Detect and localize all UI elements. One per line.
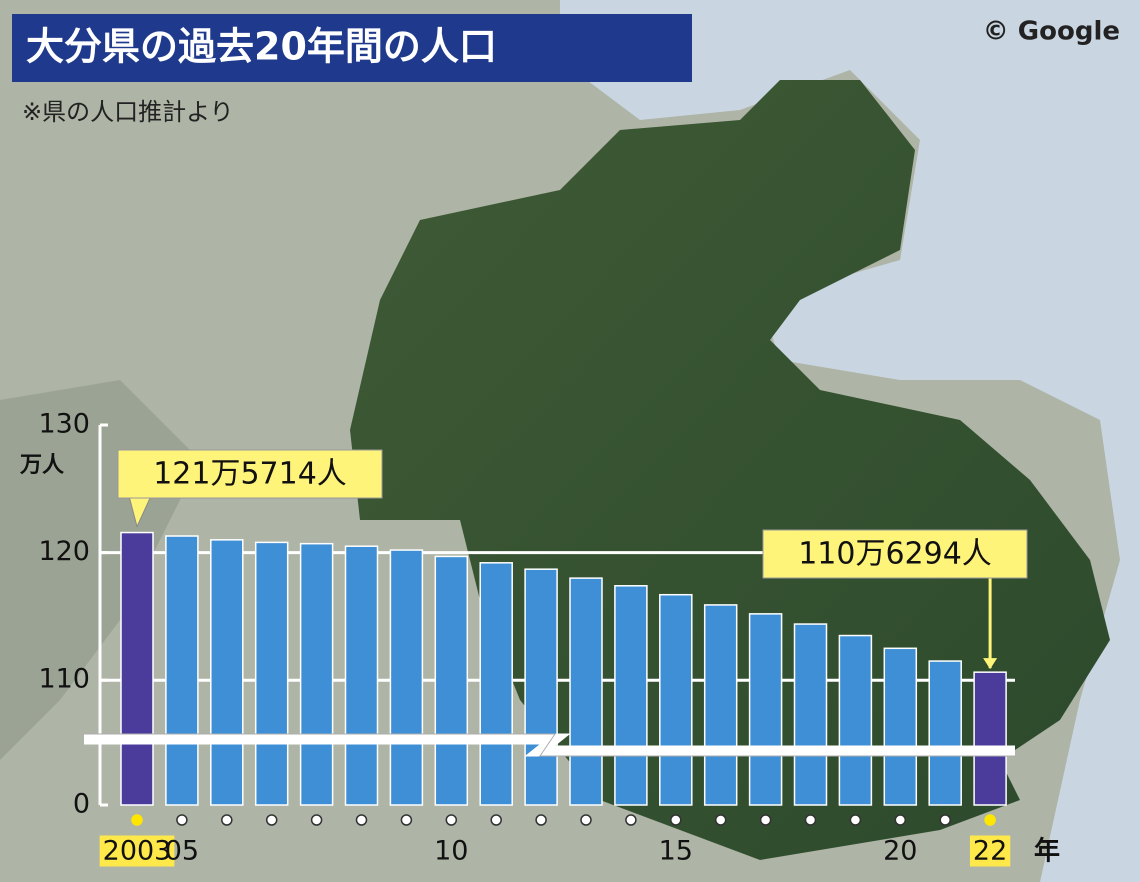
x-dot xyxy=(131,814,143,826)
bar xyxy=(973,671,1007,806)
x-dot xyxy=(221,814,233,826)
x-dot xyxy=(714,814,727,826)
x-tick-label: 2003 xyxy=(103,836,172,867)
bar xyxy=(254,541,289,806)
bar xyxy=(434,555,469,806)
x-dot xyxy=(310,814,323,826)
bar xyxy=(479,562,513,806)
x-label-highlight xyxy=(969,835,1011,867)
bar xyxy=(389,549,424,806)
x-dot xyxy=(176,814,188,826)
bar xyxy=(210,539,244,806)
x-unit-label: 年 xyxy=(1034,836,1060,867)
y-tick-label: 0 xyxy=(73,789,90,820)
bar xyxy=(793,623,828,806)
title-box xyxy=(12,14,692,82)
x-dot xyxy=(355,814,368,826)
bar xyxy=(703,604,738,806)
x-dot xyxy=(490,814,502,826)
x-dot xyxy=(804,814,817,826)
bar xyxy=(659,593,693,806)
x-tick-label: 05 xyxy=(165,836,199,867)
y-tick-label: 130 xyxy=(38,409,90,440)
x-dot xyxy=(265,814,278,826)
bar xyxy=(838,634,873,806)
bar xyxy=(569,577,603,806)
bar xyxy=(344,545,379,806)
x-label-highlight xyxy=(99,835,175,867)
callout-arrow xyxy=(983,658,998,670)
x-dot xyxy=(984,814,996,826)
data-label: 121万5714人 xyxy=(153,457,347,492)
x-dot xyxy=(580,814,592,826)
callout-box xyxy=(117,449,383,499)
bar xyxy=(614,585,648,806)
x-dot xyxy=(400,814,413,826)
callout: 110万6294人 xyxy=(762,529,1028,670)
callout-box xyxy=(762,529,1028,579)
y-tick-label: 120 xyxy=(38,536,90,567)
bar xyxy=(928,660,962,806)
y-unit-label: 万人 xyxy=(19,453,64,478)
x-dot xyxy=(445,814,458,826)
bar xyxy=(165,535,199,806)
bar xyxy=(299,542,334,806)
subtitle: ※県の人口推計より xyxy=(22,98,234,126)
x-tick-label: 15 xyxy=(659,836,693,867)
axis-break-line xyxy=(84,733,1015,757)
sea xyxy=(560,0,1140,882)
axis-break xyxy=(84,733,1015,757)
bar xyxy=(748,613,783,806)
x-dot xyxy=(625,814,637,826)
callout: 121万5714人 xyxy=(117,449,383,529)
bar xyxy=(883,647,918,806)
credit: © Google xyxy=(983,17,1120,47)
x-tick-label: 22 xyxy=(973,836,1007,867)
data-label: 110万6294人 xyxy=(798,537,992,572)
bar xyxy=(120,531,154,806)
x-dot xyxy=(894,814,907,826)
x-dot xyxy=(759,814,772,826)
x-dot xyxy=(849,814,862,826)
x-tick-label: 20 xyxy=(883,836,917,867)
x-dot xyxy=(939,814,951,826)
chart-title: 大分県の過去20年間の人口 xyxy=(26,25,497,69)
y-tick-label: 110 xyxy=(38,664,90,695)
x-dot xyxy=(670,814,682,826)
x-dot xyxy=(535,814,547,826)
bar xyxy=(524,568,558,806)
x-tick-label: 10 xyxy=(434,836,468,867)
